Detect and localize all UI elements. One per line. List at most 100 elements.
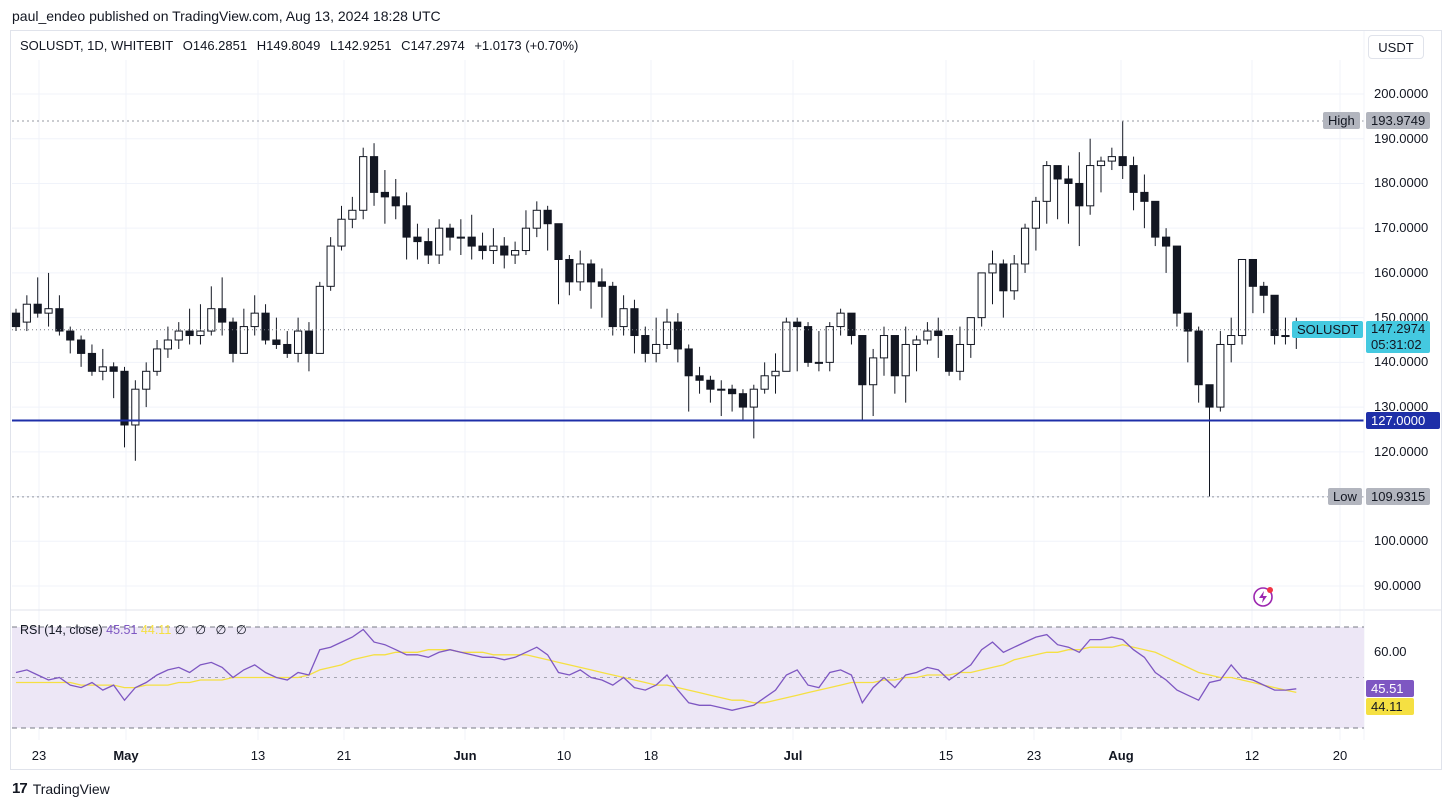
price-tick: 150.0000 (1374, 309, 1429, 325)
candle-down (1053, 165, 1062, 180)
rsi-legend-value: 45.51 (106, 623, 138, 637)
candle-up (1042, 165, 1051, 202)
candle-down (402, 205, 411, 238)
candle-down (586, 263, 596, 283)
candle-down (478, 245, 487, 252)
rsi-ma-value-box: 44.11 (1366, 698, 1414, 715)
candle-up (489, 245, 498, 252)
candle-up (511, 250, 520, 256)
candle-up (1107, 156, 1116, 162)
low-price-box: 109.9315 (1366, 488, 1431, 505)
candle-up (1227, 335, 1236, 345)
candle-down (228, 321, 238, 354)
time-tick: 13 (250, 748, 266, 763)
candle-up (131, 388, 140, 426)
symbol-info: SOLUSDT, 1D, WHITEBIT (20, 38, 174, 53)
change-value: +1.0173 (+0.70%) (474, 38, 579, 53)
candle-up (359, 156, 368, 211)
candle-down (500, 245, 509, 256)
candle-down (597, 281, 606, 287)
candle-down (1151, 200, 1160, 238)
candle-up (532, 209, 541, 229)
candle-up (652, 343, 661, 354)
candle-down (1172, 245, 1182, 314)
tradingview-footer[interactable]: 17 TradingView (12, 780, 110, 797)
price-tick: 200.0000 (1374, 86, 1429, 101)
candle-up (142, 370, 151, 390)
candle-down (120, 370, 129, 426)
rsi-ma-legend-value: 44.11 (140, 623, 172, 637)
candle-down (185, 330, 194, 337)
candle-down (565, 258, 574, 283)
time-tick: 23 (1026, 748, 1042, 763)
rsi-value-box: 45.51 (1366, 680, 1414, 697)
candle-up (1281, 335, 1290, 338)
candle-up (1086, 165, 1095, 207)
candle-up (912, 339, 921, 345)
candle-down (738, 393, 748, 408)
time-tick: 15 (938, 748, 954, 763)
candle-down (380, 191, 389, 198)
candle-up (576, 263, 585, 283)
rsi-level-label: 60.00 (1374, 644, 1407, 659)
open-value: O146.2851 (182, 38, 248, 53)
candle-down (1140, 191, 1149, 202)
candle-down (673, 321, 682, 350)
candle-down (413, 236, 422, 243)
candle-up (619, 308, 628, 328)
candle-down (87, 352, 97, 372)
candle-up (294, 330, 303, 354)
candle-down (33, 303, 42, 314)
candle-down (1259, 285, 1268, 296)
lightning-icon-svg (1253, 587, 1273, 607)
candle-up (521, 227, 531, 252)
lightning-icon[interactable] (1252, 586, 1274, 608)
chart-frame (10, 30, 1442, 770)
candle-up (749, 388, 758, 408)
high-price-box: 193.9749 (1366, 112, 1431, 129)
rsi-line (15, 628, 1297, 711)
candle-down (218, 308, 227, 323)
candle-down (261, 312, 270, 341)
candle-up (782, 321, 791, 372)
close-value: C147.2974 (401, 38, 465, 53)
last-price-box: 147.2974 05:31:02 (1366, 321, 1431, 353)
candle-up (977, 272, 986, 319)
currency-button[interactable]: USDT (1368, 35, 1424, 59)
symbol-price-label: SOLUSDT (1292, 321, 1364, 338)
candle-down (11, 312, 21, 328)
candle-up (174, 330, 183, 341)
rsi-legend[interactable]: RSI (14, close) 45.51 44.11 ∅ ∅ ∅ ∅ (20, 622, 250, 637)
candle-up (337, 218, 346, 247)
time-tick: 18 (643, 748, 659, 763)
candle-down (999, 263, 1008, 292)
countdown-value: 05:31:02 (1371, 337, 1422, 352)
time-tick: 21 (336, 748, 352, 763)
candle-up (955, 343, 965, 372)
grid-lines (12, 60, 1364, 740)
candle-up (760, 375, 769, 390)
candle-down (66, 330, 75, 341)
time-tick: May (113, 748, 139, 763)
candle-up (315, 285, 324, 354)
tradingview-brand: TradingView (32, 780, 110, 797)
candle-up (196, 330, 205, 337)
low-value: L142.9251 (329, 38, 392, 53)
candle-down (445, 227, 455, 238)
candlestick-series (11, 120, 1301, 497)
candle-up (879, 335, 889, 359)
candle-down (695, 375, 704, 381)
candle-up (435, 227, 444, 256)
candle-up (22, 303, 31, 323)
symbol-legend[interactable]: SOLUSDT, 1D, WHITEBIT O146.2851 H149.804… (20, 38, 584, 53)
candle-up (1096, 160, 1106, 167)
candle-up (1020, 227, 1030, 265)
candle-up (348, 209, 357, 220)
candle-up (966, 317, 975, 345)
price-tick: 180.0000 (1374, 175, 1429, 191)
candle-up (163, 339, 173, 350)
candle-down (304, 330, 314, 354)
low-label: Low (1328, 488, 1362, 505)
